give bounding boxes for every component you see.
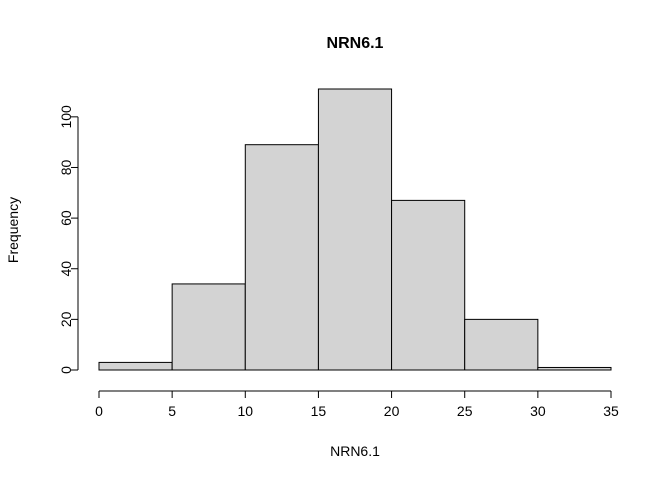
x-axis-label: NRN6.1 xyxy=(330,443,380,459)
histogram-bar-2 xyxy=(244,144,319,371)
x-tick-label-4: 20 xyxy=(384,403,400,419)
x-axis: 0 5 10 15 20 25 30 35 xyxy=(95,390,619,419)
histogram-bar-1 xyxy=(171,283,246,371)
y-tick-label-4: 80 xyxy=(58,159,74,175)
histogram-bar-3 xyxy=(317,88,393,371)
x-tick-label-6: 30 xyxy=(530,403,546,419)
x-tick-label-3: 15 xyxy=(311,403,327,419)
y-axis: 0 20 40 60 80 100 xyxy=(58,105,79,374)
y-axis-label: Frequency xyxy=(5,197,21,263)
histogram-bar-0 xyxy=(98,361,173,371)
x-tick-label-5: 25 xyxy=(457,403,473,419)
x-tick-label-7: 35 xyxy=(603,403,619,419)
histogram-bar-4 xyxy=(391,199,466,371)
y-tick-label-1: 20 xyxy=(58,311,74,327)
y-tick-label-0: 0 xyxy=(58,366,74,374)
y-tick-label-3: 60 xyxy=(58,210,74,226)
y-tick-label-2: 40 xyxy=(58,261,74,277)
histogram-bars xyxy=(98,88,612,371)
histogram-bar-5 xyxy=(464,318,539,371)
x-tick-label-2: 10 xyxy=(237,403,253,419)
y-tick-label-5: 100 xyxy=(58,105,74,129)
histogram-bar-6 xyxy=(537,366,612,371)
x-tick-label-1: 5 xyxy=(168,403,176,419)
chart-title: NRN6.1 xyxy=(327,35,384,52)
x-tick-label-0: 0 xyxy=(95,403,103,419)
